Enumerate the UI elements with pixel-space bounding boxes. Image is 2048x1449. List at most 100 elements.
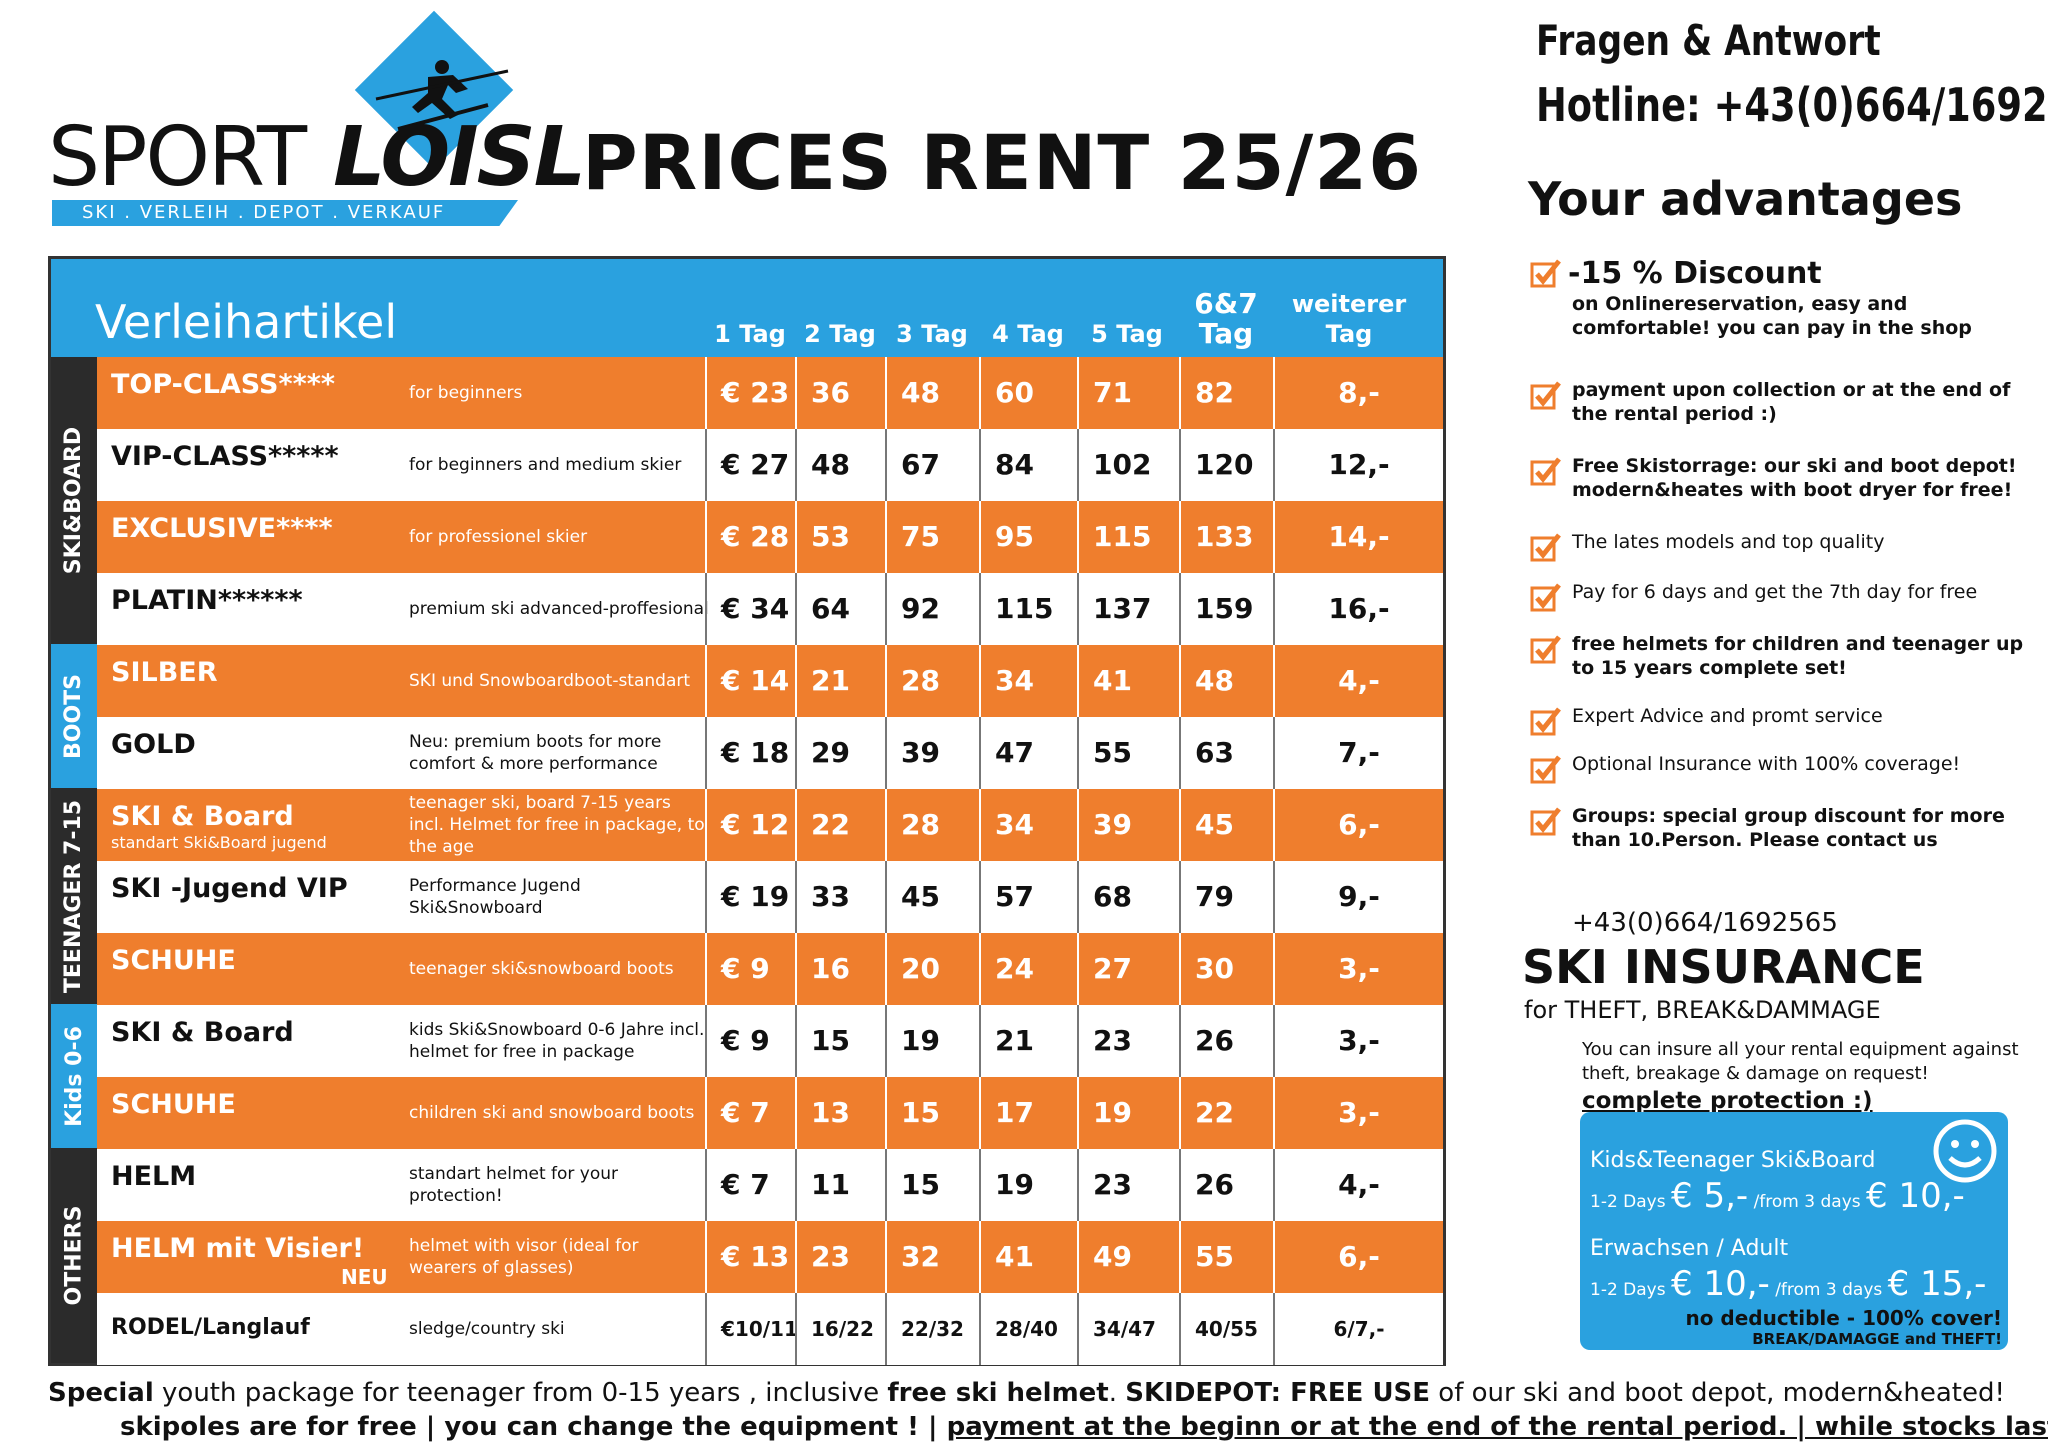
item-name: SKI -Jugend VIP — [111, 873, 348, 904]
table-row: SKI -Jugend VIP Performance Jugend Ski&Sn… — [97, 861, 1443, 933]
category-boots: BOOTS — [51, 644, 97, 788]
table-row: GOLD Neu: premium boots for more comfort … — [97, 717, 1443, 789]
item-name: SKI & Board — [111, 1017, 294, 1048]
item-name: SCHUHE — [111, 1089, 236, 1120]
advantage-text: Pay for 6 days and get the 7th day for f… — [1572, 581, 1978, 603]
price-cell: 60 — [979, 357, 1077, 429]
price-cell: € 27 — [705, 429, 795, 501]
item-name: HELM — [111, 1161, 197, 1192]
item-name: GOLD — [111, 729, 196, 760]
price-cell: € 34 — [705, 573, 795, 645]
price-cell: 137 — [1077, 573, 1179, 645]
col-header-7-text: weiterer Tag — [1291, 290, 1407, 348]
price-cell: 92 — [885, 573, 979, 645]
table-row: PLATIN****** premium ski advanced-proffes… — [97, 573, 1443, 645]
price-cell: 82 — [1179, 357, 1273, 429]
phone-number[interactable]: +43(0)664/1692565 — [1572, 908, 1838, 938]
table-row: TOP-CLASS**** for beginners € 23 36 48 60 71 82… — [97, 357, 1443, 429]
price-cell: 22 — [795, 789, 885, 861]
price-cell: 17 — [979, 1077, 1077, 1149]
item-description: teenager ski&snowboard boots — [409, 959, 674, 979]
price-cell: 7,- — [1273, 717, 1443, 789]
price-cell: 39 — [1077, 789, 1179, 861]
checkbox-icon — [1530, 707, 1561, 736]
price-cell: 15 — [885, 1077, 979, 1149]
price-cell: 3,- — [1273, 1005, 1443, 1077]
table-header-title: Verleihartikel — [95, 295, 398, 349]
col-header-2: 2 Tag — [804, 320, 876, 348]
price-cell: 28/40 — [979, 1293, 1077, 1365]
new-badge: NEU — [341, 1265, 388, 1289]
price-cell: € 19 — [705, 861, 795, 933]
table-row: SKI & Board kids Ski&Snowboard 0-6 Jahre … — [97, 1005, 1443, 1077]
price-cell: 8,- — [1273, 357, 1443, 429]
checkbox-icon — [1530, 755, 1561, 784]
price-cell: 32 — [885, 1221, 979, 1293]
price-cell: 13 — [795, 1077, 885, 1149]
price-cell: 15 — [795, 1005, 885, 1077]
price-cell: 15 — [885, 1149, 979, 1221]
item-name: VIP-CLASS***** — [111, 441, 339, 472]
price-cell: 95 — [979, 501, 1077, 573]
item-description: for professionel skier — [409, 527, 588, 547]
price-cell: 16 — [795, 933, 885, 1005]
hotline[interactable]: Hotline: +43(0)664/1692565 — [1536, 78, 2048, 132]
price-cell: 48 — [1179, 645, 1273, 717]
price-cell: 115 — [979, 573, 1077, 645]
item-description: children ski and snowboard boots — [409, 1103, 695, 1123]
price-cell: 53 — [795, 501, 885, 573]
price-cell: 63 — [1179, 717, 1273, 789]
item-description: Neu: premium boots for more comfort & mo… — [409, 732, 662, 774]
price-table: Verleihartikel 1 Tag 2 Tag 3 Tag 4 Tag 5… — [48, 256, 1446, 1366]
price-cell: 26 — [1179, 1149, 1273, 1221]
insurance-protection: complete protection :) — [1582, 1088, 1873, 1114]
price-cell: € 18 — [705, 717, 795, 789]
price-cell: 49 — [1077, 1221, 1179, 1293]
price-cell: 115 — [1077, 501, 1179, 573]
price-cell: 4,- — [1273, 645, 1443, 717]
checkbox-icon — [1530, 533, 1561, 562]
price-cell: 34 — [979, 645, 1077, 717]
table-row: SCHUHE children ski and snowboard boots € … — [97, 1077, 1443, 1149]
price-cell: 57 — [979, 861, 1077, 933]
price-cell: 27 — [1077, 933, 1179, 1005]
price-cell: €10/11 — [705, 1293, 798, 1365]
advantage-text: free helmets for children and teenager u… — [1572, 633, 2024, 679]
checkbox-icon — [1530, 583, 1561, 612]
insurance-subtitle: for THEFT, BREAK&DAMMAGE — [1524, 996, 1881, 1024]
checkbox-icon — [1530, 381, 1561, 410]
item-name: PLATIN****** — [111, 585, 303, 616]
price-cell: 28 — [885, 645, 979, 717]
item-description: teenager ski, board 7-15 years incl. Hel… — [409, 793, 705, 857]
price-cell: 41 — [979, 1221, 1077, 1293]
page-title: PRICES RENT 25/26 — [582, 118, 1423, 207]
advantage-text: Optional Insurance with 100% coverage! — [1572, 753, 1961, 775]
advantage-text: Groups: special group discount for more … — [1572, 805, 2005, 851]
price-cell: 14,- — [1273, 501, 1443, 573]
adult-insurance-label: Erwachsen / Adult — [1590, 1236, 1789, 1261]
price-cell: 23 — [795, 1221, 885, 1293]
price-cell: 159 — [1179, 573, 1273, 645]
price-cell: 64 — [795, 573, 885, 645]
price-cell: 55 — [1077, 717, 1179, 789]
price-cell: 67 — [885, 429, 979, 501]
col-header-3: 3 Tag — [896, 320, 968, 348]
price-cell: € 23 — [705, 357, 795, 429]
item-name: TOP-CLASS**** — [111, 369, 335, 400]
table-header: Verleihartikel 1 Tag 2 Tag 3 Tag 4 Tag 5… — [51, 259, 1443, 357]
advantage-text: payment upon collection or at the end of… — [1572, 379, 2011, 425]
advantage-text: Expert Advice and promt service — [1572, 705, 1883, 727]
price-cell: 47 — [979, 717, 1077, 789]
item-description: premium ski advanced-proffesional — [409, 599, 709, 619]
price-cell: € 13 — [705, 1221, 795, 1293]
price-cell: 40/55 — [1179, 1293, 1273, 1365]
item-description: for beginners and medium skier — [409, 455, 682, 475]
price-cell: 23 — [1077, 1149, 1179, 1221]
price-cell: 48 — [885, 357, 979, 429]
price-cell: 55 — [1179, 1221, 1273, 1293]
price-cell: 45 — [885, 861, 979, 933]
price-cell: 16,- — [1273, 573, 1443, 645]
advantage-text: The lates models and top quality — [1572, 531, 1885, 553]
price-cell: € 12 — [705, 789, 795, 861]
item-name: HELM mit Visier! — [111, 1233, 365, 1264]
